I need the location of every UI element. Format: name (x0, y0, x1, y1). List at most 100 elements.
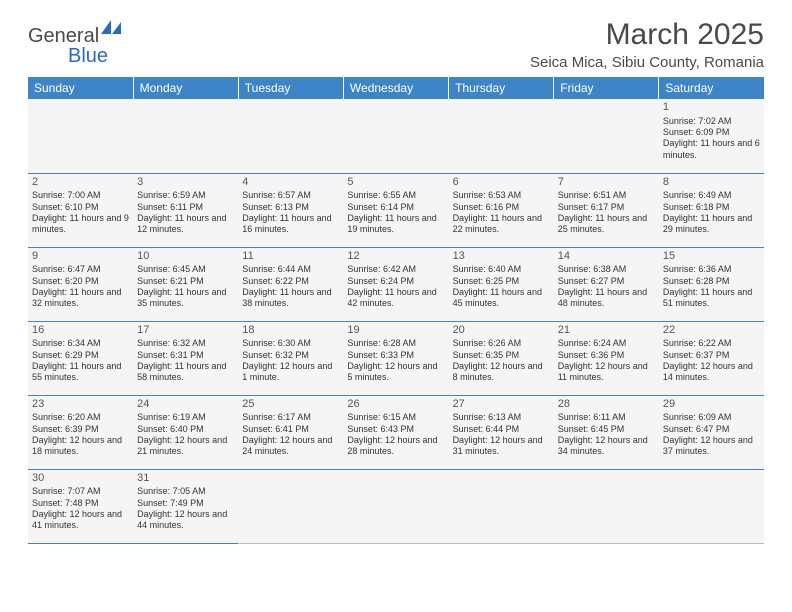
daylight-text: Daylight: 11 hours and 32 minutes. (32, 287, 129, 310)
sunset-text: Sunset: 6:47 PM (663, 424, 760, 435)
calendar-day-cell: 23Sunrise: 6:20 AMSunset: 6:39 PMDayligh… (28, 395, 133, 469)
sunrise-text: Sunrise: 6:32 AM (137, 338, 234, 349)
daylight-text: Daylight: 12 hours and 37 minutes. (663, 435, 760, 458)
sunset-text: Sunset: 6:24 PM (347, 276, 444, 287)
calendar-day-cell: 11Sunrise: 6:44 AMSunset: 6:22 PMDayligh… (238, 247, 343, 321)
calendar-day-cell: 27Sunrise: 6:13 AMSunset: 6:44 PMDayligh… (449, 395, 554, 469)
calendar-day-cell: 24Sunrise: 6:19 AMSunset: 6:40 PMDayligh… (133, 395, 238, 469)
sunrise-text: Sunrise: 6:13 AM (453, 412, 550, 423)
sunset-text: Sunset: 6:32 PM (242, 350, 339, 361)
daylight-text: Daylight: 11 hours and 6 minutes. (663, 138, 760, 161)
day-number: 30 (32, 472, 129, 486)
calendar-day-cell: 17Sunrise: 6:32 AMSunset: 6:31 PMDayligh… (133, 321, 238, 395)
sunset-text: Sunset: 6:17 PM (558, 202, 655, 213)
sunrise-text: Sunrise: 6:11 AM (558, 412, 655, 423)
calendar-day-cell: 9Sunrise: 6:47 AMSunset: 6:20 PMDaylight… (28, 247, 133, 321)
weekday-header: Sunday (28, 77, 133, 99)
calendar-day-cell: 21Sunrise: 6:24 AMSunset: 6:36 PMDayligh… (554, 321, 659, 395)
calendar-empty-cell (28, 99, 133, 173)
day-number: 10 (137, 250, 234, 264)
daylight-text: Daylight: 11 hours and 51 minutes. (663, 287, 760, 310)
daylight-text: Daylight: 11 hours and 48 minutes. (558, 287, 655, 310)
day-number: 28 (558, 398, 655, 412)
sunset-text: Sunset: 6:44 PM (453, 424, 550, 435)
day-number: 25 (242, 398, 339, 412)
sunrise-text: Sunrise: 6:28 AM (347, 338, 444, 349)
calendar-day-cell: 26Sunrise: 6:15 AMSunset: 6:43 PMDayligh… (343, 395, 448, 469)
daylight-text: Daylight: 11 hours and 16 minutes. (242, 213, 339, 236)
sunrise-text: Sunrise: 7:05 AM (137, 486, 234, 497)
daylight-text: Daylight: 11 hours and 55 minutes. (32, 361, 129, 384)
sunrise-text: Sunrise: 6:38 AM (558, 264, 655, 275)
calendar-empty-cell (238, 99, 343, 173)
sunrise-text: Sunrise: 6:26 AM (453, 338, 550, 349)
brand-logo: General Blue (28, 18, 123, 66)
brand-part2: Blue (68, 45, 108, 67)
sunset-text: Sunset: 7:49 PM (137, 498, 234, 509)
sunset-text: Sunset: 6:14 PM (347, 202, 444, 213)
sunset-text: Sunset: 6:18 PM (663, 202, 760, 213)
daylight-text: Daylight: 11 hours and 29 minutes. (663, 213, 760, 236)
calendar-empty-cell (238, 469, 343, 543)
sunrise-text: Sunrise: 6:47 AM (32, 264, 129, 275)
calendar-day-cell: 15Sunrise: 6:36 AMSunset: 6:28 PMDayligh… (659, 247, 764, 321)
sunset-text: Sunset: 6:37 PM (663, 350, 760, 361)
sunrise-text: Sunrise: 6:51 AM (558, 190, 655, 201)
calendar-empty-cell (554, 99, 659, 173)
sunrise-text: Sunrise: 6:42 AM (347, 264, 444, 275)
daylight-text: Daylight: 11 hours and 22 minutes. (453, 213, 550, 236)
sunset-text: Sunset: 6:10 PM (32, 202, 129, 213)
day-number: 23 (32, 398, 129, 412)
sunrise-text: Sunrise: 6:36 AM (663, 264, 760, 275)
sunset-text: Sunset: 6:16 PM (453, 202, 550, 213)
calendar-day-cell: 29Sunrise: 6:09 AMSunset: 6:47 PMDayligh… (659, 395, 764, 469)
sunrise-text: Sunrise: 6:24 AM (558, 338, 655, 349)
sunset-text: Sunset: 6:33 PM (347, 350, 444, 361)
logo-sail-icon (101, 20, 123, 36)
daylight-text: Daylight: 12 hours and 5 minutes. (347, 361, 444, 384)
sunrise-text: Sunrise: 6:15 AM (347, 412, 444, 423)
day-number: 19 (347, 324, 444, 338)
calendar-day-cell: 13Sunrise: 6:40 AMSunset: 6:25 PMDayligh… (449, 247, 554, 321)
daylight-text: Daylight: 12 hours and 21 minutes. (137, 435, 234, 458)
daylight-text: Daylight: 11 hours and 38 minutes. (242, 287, 339, 310)
daylight-text: Daylight: 12 hours and 34 minutes. (558, 435, 655, 458)
calendar-day-cell: 6Sunrise: 6:53 AMSunset: 6:16 PMDaylight… (449, 173, 554, 247)
calendar-week-row: 9Sunrise: 6:47 AMSunset: 6:20 PMDaylight… (28, 247, 764, 321)
day-number: 17 (137, 324, 234, 338)
sunrise-text: Sunrise: 6:59 AM (137, 190, 234, 201)
calendar-week-row: 30Sunrise: 7:07 AMSunset: 7:48 PMDayligh… (28, 469, 764, 543)
sunrise-text: Sunrise: 6:17 AM (242, 412, 339, 423)
sunset-text: Sunset: 6:11 PM (137, 202, 234, 213)
daylight-text: Daylight: 12 hours and 24 minutes. (242, 435, 339, 458)
daylight-text: Daylight: 11 hours and 35 minutes. (137, 287, 234, 310)
daylight-text: Daylight: 11 hours and 25 minutes. (558, 213, 655, 236)
sunrise-text: Sunrise: 6:45 AM (137, 264, 234, 275)
day-number: 24 (137, 398, 234, 412)
day-number: 18 (242, 324, 339, 338)
calendar-day-cell: 5Sunrise: 6:55 AMSunset: 6:14 PMDaylight… (343, 173, 448, 247)
calendar-day-cell: 3Sunrise: 6:59 AMSunset: 6:11 PMDaylight… (133, 173, 238, 247)
calendar-day-cell: 16Sunrise: 6:34 AMSunset: 6:29 PMDayligh… (28, 321, 133, 395)
day-number: 15 (663, 250, 760, 264)
weekday-header: Friday (554, 77, 659, 99)
day-number: 3 (137, 176, 234, 190)
sunset-text: Sunset: 6:29 PM (32, 350, 129, 361)
calendar-day-cell: 8Sunrise: 6:49 AMSunset: 6:18 PMDaylight… (659, 173, 764, 247)
sunrise-text: Sunrise: 6:09 AM (663, 412, 760, 423)
day-number: 31 (137, 472, 234, 486)
sunrise-text: Sunrise: 6:34 AM (32, 338, 129, 349)
daylight-text: Daylight: 11 hours and 58 minutes. (137, 361, 234, 384)
sunrise-text: Sunrise: 6:57 AM (242, 190, 339, 201)
sunset-text: Sunset: 7:48 PM (32, 498, 129, 509)
calendar-week-row: 1Sunrise: 7:02 AMSunset: 6:09 PMDaylight… (28, 99, 764, 173)
calendar-day-cell: 30Sunrise: 7:07 AMSunset: 7:48 PMDayligh… (28, 469, 133, 543)
weekday-header: Thursday (449, 77, 554, 99)
daylight-text: Daylight: 12 hours and 18 minutes. (32, 435, 129, 458)
day-number: 16 (32, 324, 129, 338)
day-number: 12 (347, 250, 444, 264)
sunset-text: Sunset: 6:21 PM (137, 276, 234, 287)
calendar-day-cell: 18Sunrise: 6:30 AMSunset: 6:32 PMDayligh… (238, 321, 343, 395)
sunrise-text: Sunrise: 6:22 AM (663, 338, 760, 349)
sunrise-text: Sunrise: 7:02 AM (663, 116, 760, 127)
